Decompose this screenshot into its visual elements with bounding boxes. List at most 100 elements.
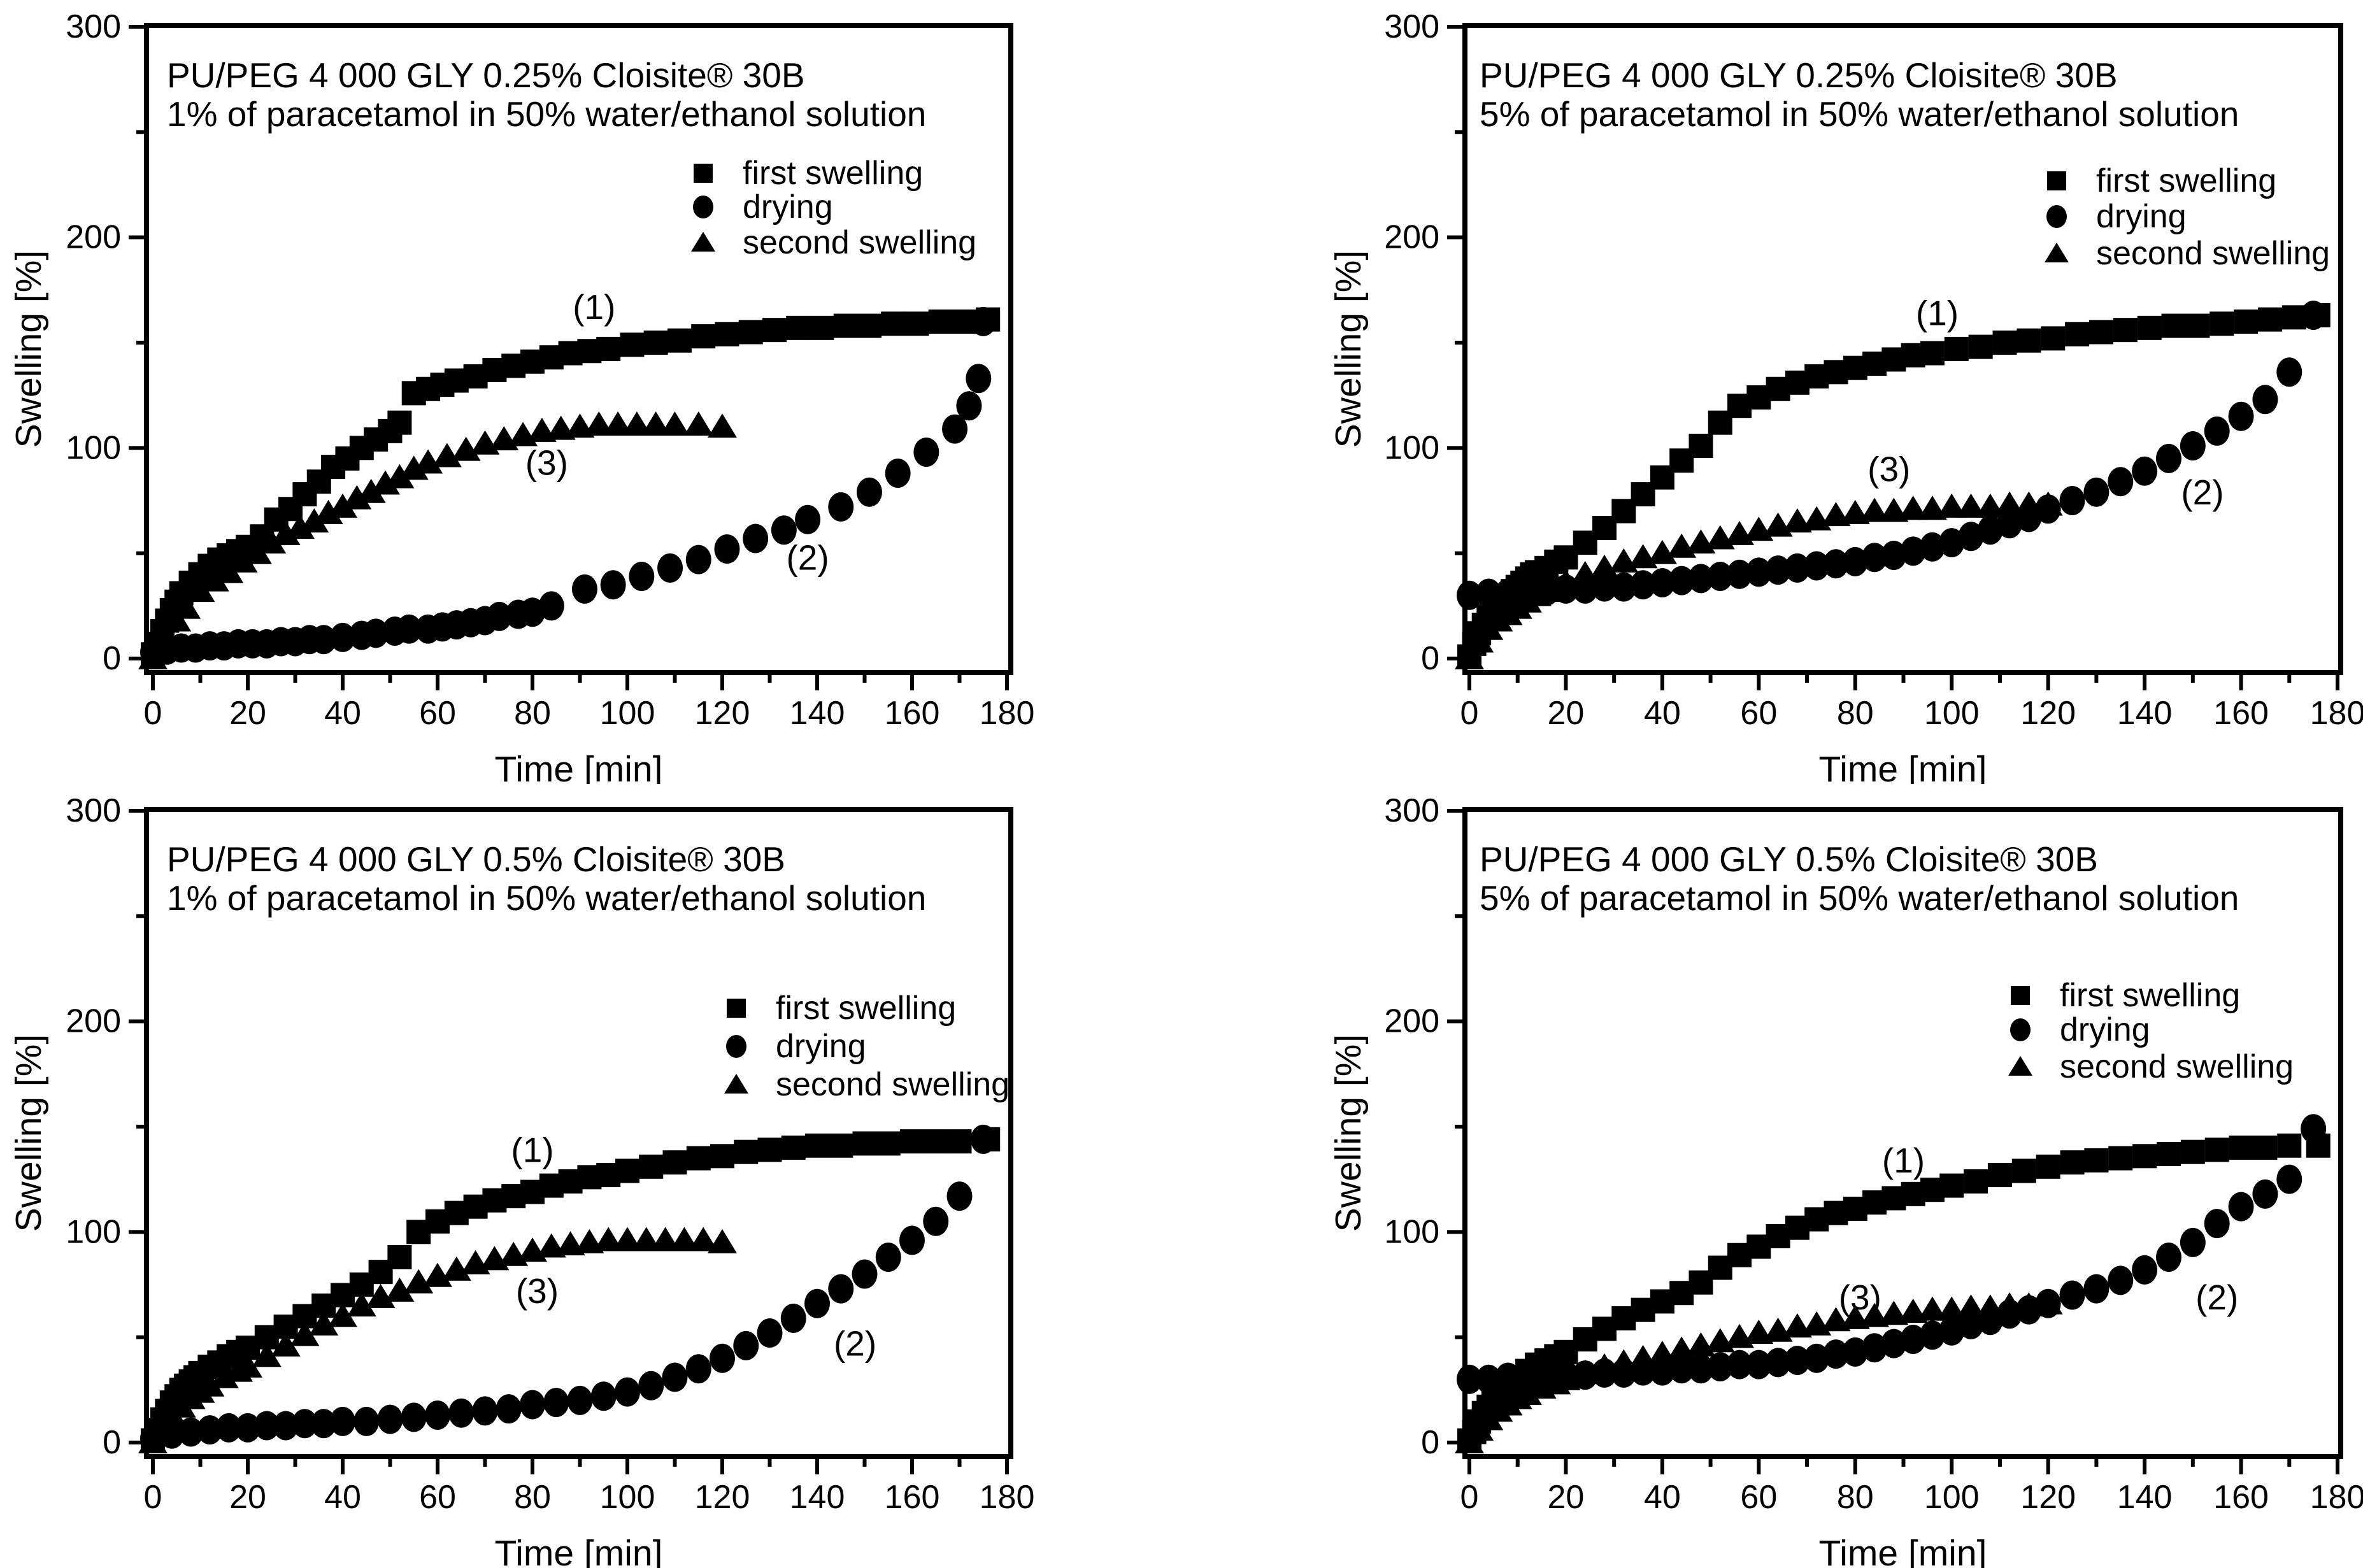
data-point-triangle: [1937, 493, 1967, 518]
data-point-circle: [2180, 431, 2206, 461]
data-point-square: [2065, 322, 2090, 346]
data-point-circle: [733, 1330, 759, 1360]
data-point-circle: [1669, 566, 1695, 595]
data-point-square: [1944, 336, 1969, 361]
data-point-circle: [2059, 486, 2085, 515]
data-point-square: [810, 315, 834, 340]
x-tick-label: 80: [1837, 695, 1874, 732]
data-point-triangle: [1570, 1359, 1600, 1384]
data-point-square: [805, 1133, 829, 1158]
data-point-circle: [363, 618, 389, 648]
x-tick-label: 160: [885, 1479, 940, 1516]
curve-annotation: (3): [1867, 449, 1910, 488]
x-axis-title: Time [min]: [1819, 1533, 1987, 1568]
data-point-triangle: [328, 493, 357, 518]
data-point-triangle: [1464, 628, 1494, 653]
data-point-square: [1688, 434, 1713, 459]
data-point-circle: [2155, 1243, 2181, 1272]
data-point-triangle: [399, 455, 429, 480]
data-point-square: [387, 410, 412, 435]
data-point-square: [2277, 1133, 2302, 1158]
series-square: [141, 307, 1001, 667]
data-point-circle: [1669, 1354, 1695, 1384]
legend-label: first swelling: [2060, 977, 2240, 1014]
data-point-triangle: [371, 470, 401, 495]
data-point-triangle: [138, 645, 168, 669]
curve-annotation: (1): [573, 287, 615, 327]
data-point-circle: [899, 1225, 925, 1255]
data-point-circle: [2108, 467, 2134, 497]
data-point-triangle: [660, 411, 690, 436]
y-tick-label: 100: [66, 1213, 121, 1250]
data-point-square: [2234, 309, 2259, 334]
data-point-square: [387, 1245, 412, 1270]
data-point-circle: [216, 1413, 242, 1443]
x-tick-label: 60: [1740, 1479, 1777, 1516]
data-point-circle: [1630, 570, 1656, 600]
legend-label: second swelling: [2096, 235, 2330, 272]
data-point-triangle: [1455, 645, 1484, 669]
data-point-circle: [1939, 528, 1965, 558]
data-point-square: [857, 313, 882, 338]
data-point-triangle: [328, 1302, 357, 1327]
legend-label: drying: [2060, 1011, 2150, 1048]
curve-annotation: (2): [2181, 473, 2224, 512]
x-tick-label: 160: [2213, 695, 2269, 732]
data-point-square: [1987, 1163, 2012, 1188]
data-point-triangle: [242, 539, 272, 564]
x-tick-label: 0: [1460, 1479, 1479, 1516]
data-point-square: [662, 1150, 687, 1175]
data-point-circle: [1746, 557, 1772, 587]
data-point-circle: [1784, 553, 1810, 583]
y-tick-label: 0: [103, 1424, 121, 1461]
data-point-circle: [590, 1381, 617, 1411]
data-point-square: [2257, 307, 2282, 332]
data-point-circle: [2301, 301, 2327, 331]
data-point-circle: [757, 1318, 783, 1348]
y-axis-title: Swelling [%]: [8, 1034, 49, 1232]
data-point-triangle: [1860, 497, 1890, 522]
y-axis-title: Swelling [%]: [1328, 250, 1369, 448]
x-tick-label: 140: [790, 1479, 845, 1516]
x-tick-label: 0: [144, 695, 162, 732]
data-point-triangle: [342, 485, 372, 510]
data-point-square: [2210, 311, 2234, 336]
series-triangle: [1455, 1290, 2063, 1453]
data-point-circle: [520, 1390, 545, 1420]
data-point-circle: [1514, 1362, 1540, 1392]
y-tick-label: 0: [1421, 640, 1439, 677]
chart-panel-top-left: 0 20 40 60 80 100 120 140 160 180 0 100 200 300 PU/PEG…: [8, 8, 1034, 784]
y-tick-label: 300: [66, 792, 121, 829]
legend-marker-circle: [2010, 1018, 2031, 1041]
data-point-square: [2185, 313, 2210, 338]
data-point-triangle: [1956, 493, 1986, 518]
data-point-circle: [1688, 564, 1714, 594]
data-point-circle: [1495, 1362, 1521, 1392]
data-point-circle: [1707, 562, 1733, 592]
y-axis-title: Swelling [%]: [8, 250, 49, 448]
data-point-circle: [885, 459, 911, 488]
data-point-circle: [1842, 1337, 1868, 1367]
data-point-triangle: [451, 436, 481, 461]
data-point-circle: [942, 414, 968, 444]
data-point-circle: [311, 625, 337, 655]
x-tick-label: 100: [1924, 695, 1980, 732]
curve-annotation: (3): [525, 443, 568, 482]
legend-label: first swelling: [743, 155, 923, 192]
legend-marker-triangle: [691, 232, 715, 252]
data-point-triangle: [2014, 491, 2044, 516]
data-point-square: [2113, 318, 2138, 343]
data-point-circle: [956, 391, 982, 421]
data-point-circle: [1900, 536, 1926, 566]
data-point-triangle: [285, 514, 315, 539]
panel-title-line2: 5% of paracetamol in 50% water/ethanol s…: [1480, 94, 2239, 134]
legend-label: second swelling: [776, 1066, 1010, 1103]
data-point-triangle: [1512, 1380, 1542, 1405]
legend-label: second swelling: [743, 224, 976, 261]
data-point-square: [710, 1144, 734, 1169]
data-point-square: [876, 1131, 901, 1156]
data-point-square: [1992, 331, 2017, 355]
data-point-circle: [2132, 456, 2158, 486]
data-point-square: [2011, 1158, 2036, 1183]
data-point-circle: [2204, 1209, 2230, 1239]
